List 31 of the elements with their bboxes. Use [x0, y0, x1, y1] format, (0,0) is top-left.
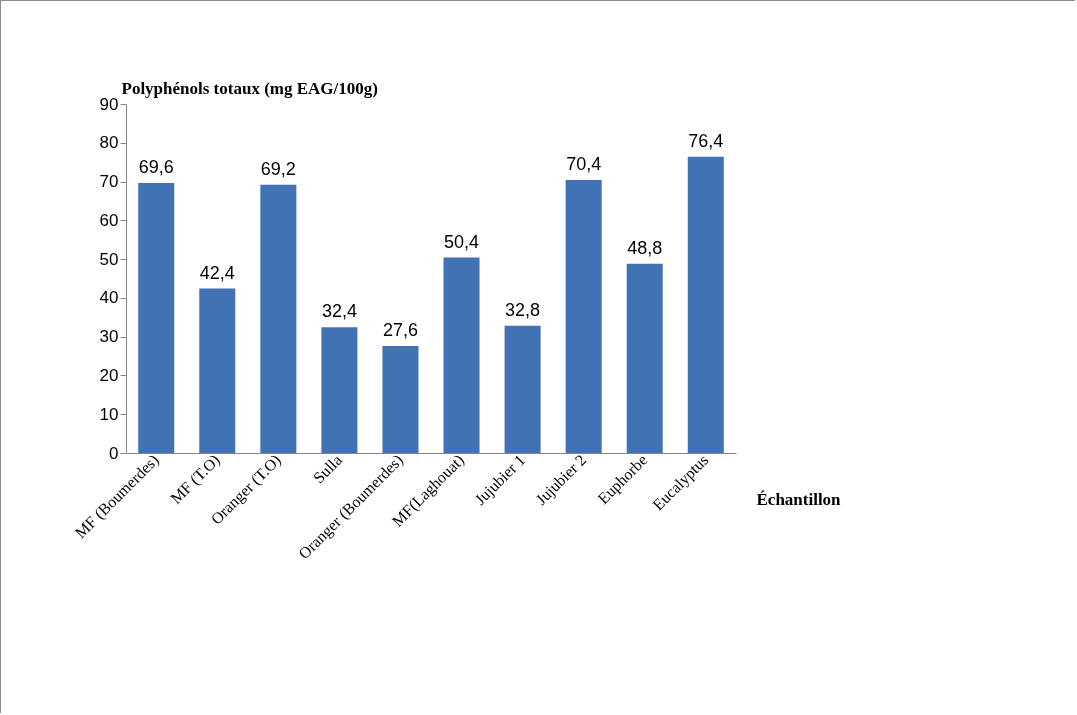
x-axis-title: Échantillon — [756, 489, 842, 509]
y-tick-label: 70 — [99, 172, 119, 192]
y-tick-label: 60 — [99, 210, 119, 230]
bar — [687, 156, 724, 453]
data-label: 76,4 — [688, 130, 724, 151]
y-tick-label: 80 — [99, 133, 119, 153]
bar — [443, 257, 480, 453]
bar — [138, 183, 175, 453]
data-label: 42,4 — [199, 262, 235, 283]
bar — [504, 325, 541, 453]
data-label: 32,8 — [505, 299, 541, 320]
data-label: 50,4 — [444, 231, 480, 252]
data-label: 27,6 — [382, 319, 418, 340]
bar — [260, 184, 297, 453]
y-tick-label: 20 — [99, 365, 119, 385]
y-tick-label: 40 — [99, 288, 119, 308]
data-label: 32,4 — [321, 301, 357, 322]
data-label: 69,6 — [138, 157, 174, 178]
data-label: 69,2 — [260, 158, 296, 179]
y-tick-label: 50 — [99, 249, 119, 269]
bar — [382, 345, 419, 453]
data-label: 70,4 — [566, 154, 602, 174]
data-label: 48,8 — [627, 237, 663, 258]
y-tick-label: 90 — [99, 94, 119, 114]
bar — [199, 288, 236, 453]
y-tick-label: 10 — [99, 404, 119, 424]
y-tick-label: 30 — [99, 327, 119, 347]
bar — [321, 327, 358, 453]
y-axis-title: Polyphénols totaux (mg EAG/100g) — [121, 78, 378, 98]
bar — [565, 180, 602, 453]
bar — [626, 263, 663, 453]
